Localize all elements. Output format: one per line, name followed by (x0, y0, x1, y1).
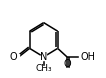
Text: O: O (63, 59, 71, 69)
Text: N: N (40, 52, 47, 62)
Bar (41, 54, 46, 60)
Text: O: O (10, 52, 17, 62)
Bar (12, 54, 19, 60)
Text: OH: OH (80, 52, 95, 62)
Bar (39, 66, 49, 71)
Text: CH₃: CH₃ (35, 64, 52, 73)
Bar (79, 54, 86, 60)
Bar (65, 68, 69, 73)
